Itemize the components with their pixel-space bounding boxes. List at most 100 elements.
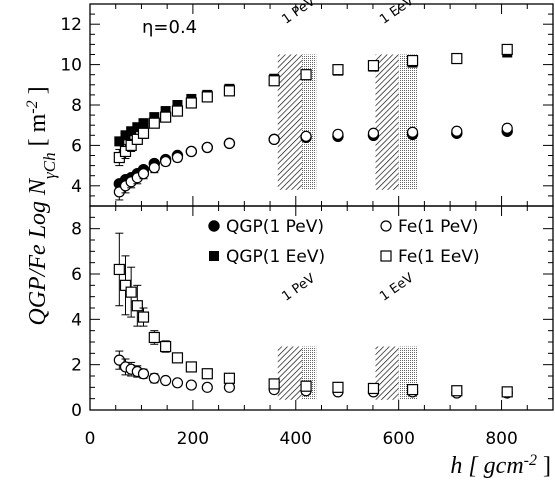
data-point-p1-s1-6 [160, 340, 172, 353]
band-hatched [277, 54, 302, 190]
data-point-p0-s3-14 [367, 60, 380, 72]
data-point-p0-s3-9 [201, 91, 213, 103]
data-point-p0-s2-4 [138, 118, 149, 129]
data-point-p0-s3-17 [501, 43, 513, 56]
data-point-p1-s1-15 [406, 384, 419, 396]
data-point-p1-s0-4 [137, 368, 150, 380]
data-point-p1-s0-5 [148, 372, 160, 384]
x-tick-label: 400 [280, 429, 312, 449]
band-label: 1 PeV [279, 271, 318, 304]
data-point-p0-s3-8 [185, 97, 197, 109]
band-dotted [398, 54, 418, 190]
series-p0-open-square [113, 43, 513, 167]
data-point-p0-s1-5 [148, 162, 160, 174]
y-tick-label: 2 [71, 356, 82, 376]
data-point-p1-s1-9 [201, 368, 213, 380]
data-point-p0-s2-2 [126, 126, 137, 137]
data-point-p1-s1-12 [300, 380, 312, 392]
data-point-p0-s1-11 [268, 133, 280, 145]
y-axis-title-part: ] [25, 86, 51, 94]
legend-label: Fe(1 EeV) [398, 247, 480, 267]
data-point-p0-s1-16 [451, 125, 463, 137]
data-point-p0-s3-0 [113, 151, 125, 164]
legend-marker [209, 251, 219, 261]
series-p0-open-circle [113, 122, 513, 201]
legend-marker [380, 250, 392, 262]
data-point-p1-s1-5 [148, 331, 160, 344]
y-axis-title-part: QGP/Fe Log N [25, 177, 51, 326]
data-point-p0-s3-2 [125, 139, 137, 151]
data-point-p0-s2-7 [172, 100, 183, 110]
legend-label: QGP(1 EeV) [226, 247, 325, 267]
data-point-p0-s1-15 [406, 126, 419, 138]
data-point-p1-s1-11 [268, 378, 280, 390]
data-point-p1-s1-14 [367, 382, 380, 395]
y-axis-title-part: -2 [24, 100, 41, 113]
data-point-p1-s1-16 [451, 385, 463, 397]
data-point-p0-s2-3 [132, 122, 143, 133]
x-tick-label: 0 [85, 429, 96, 449]
data-point-p0-s1-12 [300, 130, 312, 142]
data-point-p0-s1-9 [201, 141, 213, 154]
legend-label: QGP(1 PeV) [226, 217, 324, 237]
data-point-p0-s3-12 [300, 69, 312, 81]
x-axis-title: h [ gcm-2 ] [450, 452, 551, 480]
band-hatched [277, 346, 302, 400]
x-tick-label: 600 [382, 429, 414, 449]
y-tick-label: 4 [71, 310, 82, 330]
data-point-p0-s3-6 [160, 111, 172, 123]
y-tick-label: 10 [60, 56, 82, 76]
band-hatched [375, 54, 399, 190]
data-point-p1-s0-9 [201, 381, 213, 393]
x-axis-title-part: -2 [524, 452, 537, 469]
data-point-p0-s1-14 [367, 127, 380, 139]
y-tick-label: 0 [71, 401, 82, 421]
y-tick-label: 8 [71, 220, 82, 240]
data-point-p0-s3-4 [137, 127, 150, 139]
data-point-p0-s3-10 [223, 85, 236, 97]
legend-item: QGP(1 EeV) [209, 247, 325, 267]
data-point-p0-s1-17 [501, 122, 513, 134]
eta-annotation: η=0.4 [142, 17, 197, 38]
data-point-p1-s0-0 [113, 354, 125, 366]
data-point-p0-s3-7 [171, 105, 184, 117]
data-point-p0-s1-10 [223, 137, 236, 149]
x-axis-title-part: ] [543, 453, 551, 479]
y-axis-title-part: [ m [25, 113, 51, 146]
data-point-p0-s2-6 [160, 106, 171, 117]
y-axis-title-part: γCh [40, 152, 59, 179]
data-point-p0-s1-13 [332, 128, 344, 140]
y-axis-title: QGP/Fe Log NγCh [ m-2 ] [24, 86, 59, 325]
band-dotted [301, 54, 317, 190]
data-point-p0-s3-16 [451, 52, 463, 65]
y-tick-label: 4 [71, 177, 82, 197]
data-point-p0-s2-1 [120, 130, 131, 141]
data-point-p0-s2-0 [114, 136, 125, 147]
data-point-p1-s1-4 [137, 311, 150, 323]
data-point-p0-s3-11 [268, 75, 280, 87]
data-point-p0-s1-7 [171, 151, 184, 164]
band-label: 1 EeV [377, 271, 416, 305]
data-point-p1-s0-6 [160, 374, 172, 387]
series-p1-open-square [113, 232, 513, 398]
data-point-p1-s0-8 [185, 379, 197, 391]
data-point-p1-s1-3 [131, 300, 143, 312]
legend-marker [208, 220, 220, 232]
data-point-p0-s2-5 [149, 112, 160, 123]
data-point-p0-s1-6 [160, 155, 172, 168]
y-tick-label: 6 [71, 265, 82, 285]
data-point-p1-s1-8 [185, 361, 197, 373]
legend-item: Fe(1 EeV) [380, 247, 480, 267]
legend-item: Fe(1 PeV) [380, 217, 479, 237]
data-point-p1-s0-7 [171, 377, 184, 389]
data-point-p1-s1-1 [119, 279, 132, 291]
x-axis-title-part: h [ gcm [450, 453, 523, 479]
x-tick-label: 800 [485, 429, 517, 449]
data-point-p0-s1-8 [185, 145, 197, 158]
data-point-p0-s3-13 [332, 64, 344, 76]
band-hatched [375, 346, 399, 400]
data-point-p0-s3-5 [148, 117, 160, 129]
data-point-p1-s1-10 [223, 372, 236, 384]
